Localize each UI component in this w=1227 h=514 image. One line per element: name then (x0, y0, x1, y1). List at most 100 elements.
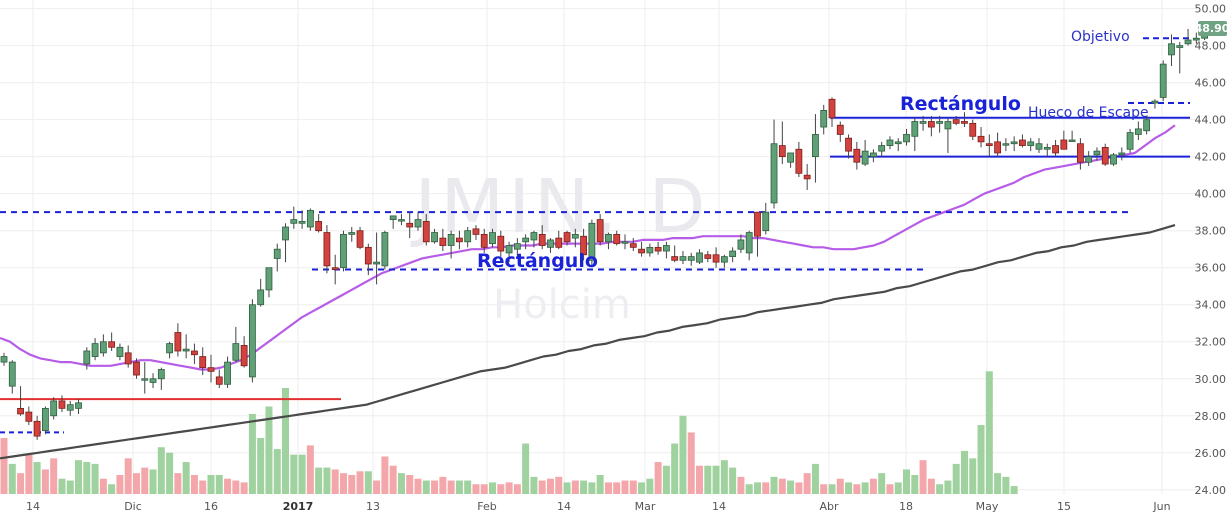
volume-bar (50, 458, 58, 494)
candle-body (778, 145, 786, 158)
candle-body (654, 246, 662, 252)
candle-body (1159, 63, 1167, 98)
volume-bar (406, 474, 414, 494)
candle-body (952, 119, 960, 124)
candle-body (911, 121, 919, 137)
candle-body (497, 235, 505, 252)
candle-body (671, 256, 679, 261)
candle-body (1176, 45, 1184, 48)
candle-body (348, 232, 356, 235)
candle-body (99, 341, 107, 354)
candle-body (248, 304, 256, 378)
volume-bar (282, 388, 290, 494)
volume-bar (662, 465, 670, 494)
short-ma-line (0, 124, 1176, 371)
candle-body (356, 230, 364, 248)
candle-body (985, 143, 993, 146)
candle-body (207, 367, 215, 372)
volume-bar (323, 467, 331, 494)
volume-bar (861, 482, 869, 494)
candle-body (58, 400, 66, 409)
volume-bar (17, 473, 25, 494)
candle-body (1168, 43, 1175, 56)
candle-body (174, 332, 182, 352)
volume-bar (166, 452, 174, 494)
candle-body (663, 245, 670, 252)
volume-bar (613, 482, 621, 494)
volume-bar (364, 471, 372, 494)
candle-body (745, 232, 753, 254)
last-price-badge (1198, 21, 1227, 36)
candle-body (977, 135, 985, 143)
volume-bar (646, 478, 654, 494)
candle-body (1134, 128, 1142, 135)
candle-body (414, 219, 422, 228)
volume-bar (157, 447, 165, 494)
candle-body (8, 361, 16, 387)
volume-bar (240, 482, 248, 494)
volume-bar (894, 482, 902, 494)
volume-bar (729, 467, 737, 494)
candle-body (1110, 154, 1117, 165)
volume-bar (265, 406, 273, 494)
candle-body (853, 148, 861, 163)
volume-bar (836, 478, 844, 494)
candle-body (273, 248, 281, 259)
y-tick-label: 48.00 (1195, 40, 1227, 53)
candle-body (83, 350, 91, 365)
volume-bar (0, 437, 8, 494)
candle-body (1077, 143, 1084, 163)
volume-bar (960, 450, 968, 494)
volume-bar (911, 474, 919, 494)
volume-bar (878, 473, 886, 494)
candle-body (1010, 141, 1018, 145)
candle-body (563, 232, 571, 243)
annotation-target: Objetivo (1071, 29, 1130, 45)
volume-bar (530, 476, 538, 494)
y-tick-label: 34.00 (1195, 299, 1227, 312)
candle-body (191, 350, 198, 356)
x-tick-label: 13 (366, 500, 380, 513)
volume-bars (0, 371, 1018, 494)
candle-body (1068, 139, 1076, 142)
candle-body (969, 122, 977, 137)
volume-bar (704, 465, 712, 494)
candle-body (124, 352, 132, 365)
volume-bar (108, 484, 116, 494)
volume-bar (116, 474, 124, 494)
candle-body (389, 215, 397, 220)
volume-bar (629, 480, 637, 494)
candle-body (91, 343, 99, 357)
y-tick-label: 40.00 (1195, 188, 1227, 201)
volume-bar (41, 469, 49, 494)
candle-body (447, 233, 455, 246)
candle-body (306, 209, 314, 228)
volume-bar (977, 425, 985, 494)
candle-body (729, 250, 737, 258)
candle-body (340, 233, 347, 269)
candle-body (1093, 150, 1101, 156)
volume-bar (464, 480, 472, 494)
volume-bar (8, 463, 16, 494)
volume-bar (571, 480, 579, 494)
candle-body (538, 233, 546, 246)
candle-body (803, 174, 811, 180)
candle-body (720, 256, 728, 263)
candle-body (1060, 139, 1068, 150)
candle-body (621, 241, 629, 244)
volume-bar (91, 463, 99, 494)
candle-body (439, 237, 447, 246)
y-tick-label: 36.00 (1195, 262, 1227, 275)
volume-bar (687, 432, 695, 494)
volume-bar (811, 463, 819, 494)
y-tick-label: 44.00 (1195, 114, 1227, 127)
volume-bar (936, 484, 944, 494)
candle-body (1151, 100, 1159, 104)
volume-bar (538, 480, 546, 494)
volume-bar (273, 449, 281, 494)
y-tick-label: 46.00 (1195, 77, 1227, 90)
candle-body (489, 232, 496, 245)
volume-bar (679, 415, 687, 494)
candle-body (1035, 143, 1043, 150)
y-tick-label: 26.00 (1195, 447, 1227, 460)
